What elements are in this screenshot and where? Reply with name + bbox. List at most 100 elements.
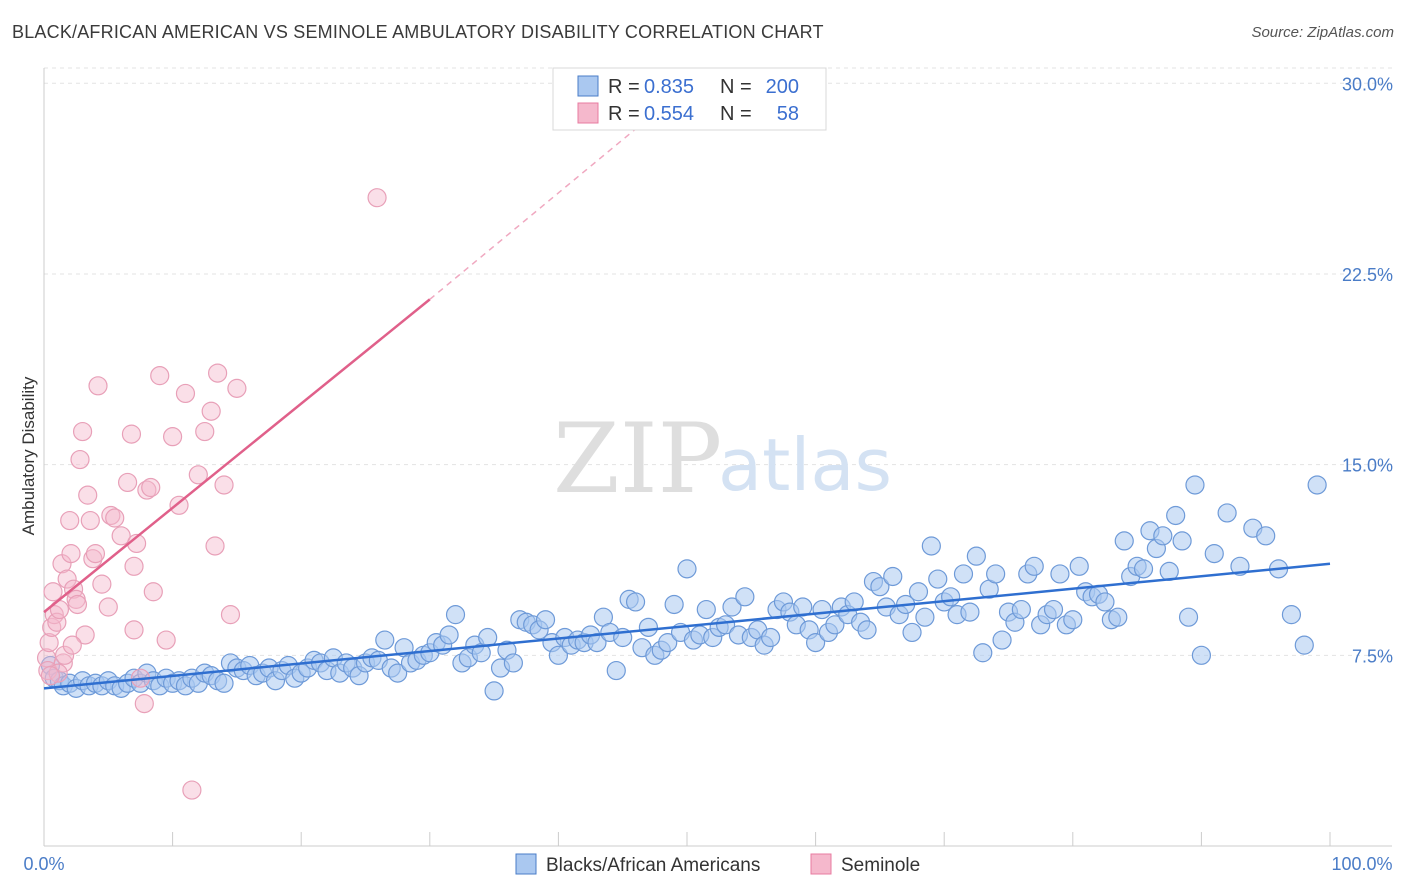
- data-point-pink: [201, 401, 221, 421]
- data-point-pink: [78, 485, 98, 505]
- legend-swatch-blue: [577, 75, 599, 97]
- data-point-blue: [1114, 531, 1134, 551]
- data-point-pink: [72, 421, 93, 442]
- data-point-pink: [48, 663, 68, 683]
- data-point-pink: [205, 536, 225, 556]
- chart-title: BLACK/AFRICAN AMERICAN VS SEMINOLE AMBUL…: [12, 22, 824, 42]
- data-point-pink: [88, 376, 108, 396]
- data-point-pink: [150, 366, 170, 386]
- data-point-blue: [915, 607, 935, 627]
- data-point-blue: [857, 620, 877, 640]
- data-point-pink: [80, 510, 100, 531]
- data-point-blue: [439, 625, 459, 645]
- data-point-blue: [1043, 599, 1064, 620]
- legend-r-label-1: R =: [608, 76, 640, 98]
- y-tick-label: 22.5%: [1342, 265, 1393, 285]
- data-point-blue: [883, 566, 903, 587]
- legend-n-label-2: N =: [720, 103, 752, 125]
- data-point-blue: [445, 605, 466, 625]
- data-point-blue: [677, 559, 697, 579]
- data-point-blue: [1172, 531, 1192, 551]
- data-point-blue: [992, 630, 1012, 650]
- x-tick-marks: [43, 832, 1331, 846]
- trend-line-pink-extension: [429, 128, 637, 300]
- data-point-pink: [44, 605, 64, 625]
- data-point-pink: [124, 620, 144, 640]
- data-point-blue: [902, 622, 922, 643]
- data-point-pink: [143, 582, 163, 602]
- data-point-blue: [375, 630, 395, 650]
- data-point-pink: [156, 630, 176, 650]
- legend-r-value-1: 0.835: [644, 76, 694, 98]
- data-point-blue: [1063, 610, 1083, 630]
- data-point-blue: [1217, 503, 1237, 523]
- data-point-blue: [1095, 592, 1115, 612]
- data-point-blue: [921, 536, 941, 556]
- data-point-blue: [484, 681, 504, 701]
- data-point-pink: [105, 508, 125, 528]
- data-point-blue: [1281, 605, 1302, 625]
- data-point-blue: [1178, 607, 1199, 627]
- trend-line-pink: [43, 298, 431, 614]
- data-point-pink: [98, 597, 118, 617]
- data-point-blue: [1166, 505, 1186, 526]
- data-point-pink: [67, 594, 88, 615]
- y-tick-label: 15.0%: [1342, 456, 1393, 476]
- data-point-blue: [388, 663, 408, 683]
- data-point-blue: [696, 599, 716, 620]
- data-point-pink: [175, 383, 196, 404]
- data-point-blue: [1069, 556, 1089, 576]
- grid-lines: [44, 67, 1392, 656]
- data-point-pink: [92, 574, 112, 594]
- data-point-pink: [57, 569, 77, 589]
- data-point-blue: [960, 602, 980, 622]
- data-point-pink: [163, 427, 183, 447]
- x-tick-label-max: 100.0%: [1331, 854, 1392, 874]
- y-tick-label: 30.0%: [1342, 74, 1393, 94]
- legend-r-label-2: R =: [608, 103, 640, 125]
- data-point-pink: [121, 424, 142, 444]
- data-point-blue: [664, 594, 684, 615]
- data-point-pink: [43, 582, 63, 602]
- legend-n-value-1: 200: [766, 76, 799, 98]
- data-point-pink: [40, 666, 61, 686]
- data-point-blue: [1011, 599, 1031, 620]
- data-point-blue: [1256, 526, 1276, 546]
- data-point-blue: [928, 569, 948, 589]
- bottom-legend-swatch-pink: [810, 853, 832, 875]
- data-point-blue: [1185, 475, 1205, 495]
- watermark-atlas: atlas: [718, 423, 892, 507]
- data-point-blue: [1191, 645, 1212, 665]
- data-point-pink: [195, 421, 215, 442]
- series-legend: Blacks/African Americans Seminole: [515, 853, 920, 876]
- data-point-pink: [182, 780, 202, 800]
- data-point-pink: [61, 544, 81, 564]
- chart-source: Source: ZipAtlas.com: [1251, 24, 1394, 41]
- x-tick-label-min: 0.0%: [23, 854, 64, 874]
- data-point-blue: [986, 564, 1006, 584]
- data-point-pink: [214, 475, 234, 495]
- data-point-blue: [1294, 635, 1314, 655]
- correlation-legend: R = 0.835 N = 200 R = 0.554 N = 58: [552, 67, 827, 131]
- data-point-pink: [141, 477, 161, 498]
- y-tick-labels: 7.5% 15.0% 22.5% 30.0%: [1342, 74, 1393, 666]
- data-point-blue: [214, 673, 234, 693]
- data-point-pink: [85, 544, 106, 564]
- data-point-pink: [111, 526, 131, 546]
- data-point-blue: [1050, 564, 1070, 584]
- data-point-blue: [606, 660, 626, 681]
- data-point-pink: [60, 510, 80, 531]
- data-point-blue: [548, 645, 569, 665]
- data-point-pink: [83, 549, 103, 569]
- watermark: ZIP atlas: [553, 403, 892, 515]
- legend-swatch-pink: [577, 102, 599, 124]
- data-point-pink: [124, 556, 144, 576]
- series-seminole: [36, 188, 387, 800]
- data-point-blue: [735, 587, 755, 607]
- data-point-blue: [503, 653, 523, 673]
- data-point-blue: [715, 615, 736, 635]
- data-point-blue: [1307, 475, 1327, 495]
- watermark-zip: ZIP: [553, 403, 722, 515]
- data-point-blue: [941, 587, 961, 607]
